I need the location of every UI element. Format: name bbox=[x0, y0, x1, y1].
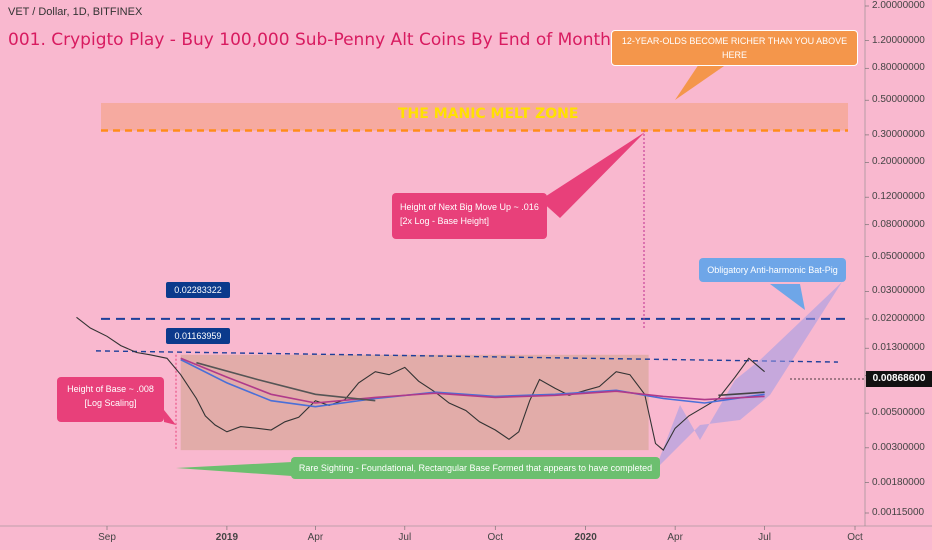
base-height-line2: [Log Scaling] bbox=[84, 398, 137, 408]
x-tick-label: Oct bbox=[487, 532, 504, 543]
x-tick-label: 2020 bbox=[574, 532, 597, 543]
y-tick-label: 0.05000000 bbox=[872, 250, 925, 262]
x-tick-label: Jul bbox=[398, 532, 412, 543]
y-tick-label: 0.30000000 bbox=[872, 128, 925, 140]
y-tick-label: 0.00300000 bbox=[872, 441, 925, 453]
level-upper-text: 0.02283322 bbox=[174, 285, 222, 295]
bat-pig-pattern bbox=[655, 282, 842, 470]
x-tick-label: 2019 bbox=[215, 532, 239, 543]
moving-average-2 bbox=[180, 357, 765, 404]
moving-average-4 bbox=[718, 391, 765, 397]
x-tick-label: Jul bbox=[758, 532, 771, 543]
level-upper-label: 0.02283322 bbox=[166, 282, 230, 298]
bat-pig-callout: Obligatory Anti-harmonic Bat-Pig bbox=[699, 258, 846, 282]
base-height-pointer bbox=[164, 410, 176, 425]
x-tick-label: Sep bbox=[98, 532, 116, 543]
y-tick-label: 1.20000000 bbox=[872, 34, 925, 46]
bat-pig-pointer bbox=[770, 284, 805, 310]
richer-callout-text: 12-YEAR-OLDS BECOME RICHER THAN YOU ABOV… bbox=[621, 36, 848, 60]
y-tick-label: 2.00000000 bbox=[872, 0, 925, 11]
x-tick-label: Apr bbox=[307, 532, 324, 543]
y-tick-label: 0.03000000 bbox=[872, 285, 925, 297]
rare-sighting-text: Rare Sighting - Foundational, Rectangula… bbox=[298, 463, 653, 473]
richer-callout: 12-YEAR-OLDS BECOME RICHER THAN YOU ABOV… bbox=[611, 30, 858, 66]
chart-title: 001. Crypigto Play - Buy 100,000 Sub-Pen… bbox=[8, 30, 611, 50]
x-tick-label: Apr bbox=[667, 532, 683, 543]
manic-melt-zone-label: THE MANIC MELT ZONE bbox=[398, 106, 579, 122]
y-tick-label: 0.20000000 bbox=[872, 156, 925, 168]
moving-average-1 bbox=[180, 358, 765, 408]
level-lower-label: 0.01163959 bbox=[166, 328, 230, 344]
y-tick-label: 0.12000000 bbox=[872, 191, 925, 203]
base-top-dashed-line bbox=[95, 350, 839, 363]
richer-pointer bbox=[675, 55, 740, 100]
next-move-pointer bbox=[540, 132, 645, 218]
manic-zone-rect bbox=[101, 102, 848, 131]
next-move-line1: Height of Next Big Move Up ~ .016 bbox=[400, 202, 539, 212]
y-tick-label: 0.00115000 bbox=[872, 507, 925, 518]
y-tick-label: 0.80000000 bbox=[872, 62, 925, 74]
base-height-callout: Height of Base ~ .008 [Log Scaling] bbox=[57, 377, 164, 422]
next-move-line2: [2x Log - Base Height] bbox=[400, 216, 490, 226]
y-tick-label: 0.00500000 bbox=[872, 407, 925, 419]
x-tick-label: Oct bbox=[847, 532, 863, 543]
level-lower-text: 0.01163959 bbox=[174, 331, 222, 341]
price-line bbox=[76, 316, 765, 451]
rare-sighting-pointer bbox=[176, 462, 292, 476]
base-box-rect bbox=[180, 354, 649, 451]
y-tick-label: 0.00180000 bbox=[872, 476, 925, 488]
next-move-callout: Height of Next Big Move Up ~ .016 [2x Lo… bbox=[392, 193, 547, 239]
moving-average-3 bbox=[196, 361, 376, 402]
rare-sighting-callout: Rare Sighting - Foundational, Rectangula… bbox=[291, 457, 660, 479]
y-tick-label: 0.01300000 bbox=[872, 342, 925, 354]
y-tick-label: 0.08000000 bbox=[872, 218, 925, 230]
current-price-text: 0.00868600 bbox=[872, 373, 926, 384]
current-price-label: 0.00868600 bbox=[866, 371, 932, 387]
base-height-line1: Height of Base ~ .008 bbox=[67, 384, 154, 394]
y-tick-label: 0.50000000 bbox=[872, 94, 925, 106]
y-tick-label: 0.02000000 bbox=[872, 312, 925, 324]
symbol-header: VET / Dollar, 1D, BITFINEX bbox=[8, 6, 143, 18]
bat-pig-text: Obligatory Anti-harmonic Bat-Pig bbox=[707, 265, 838, 275]
